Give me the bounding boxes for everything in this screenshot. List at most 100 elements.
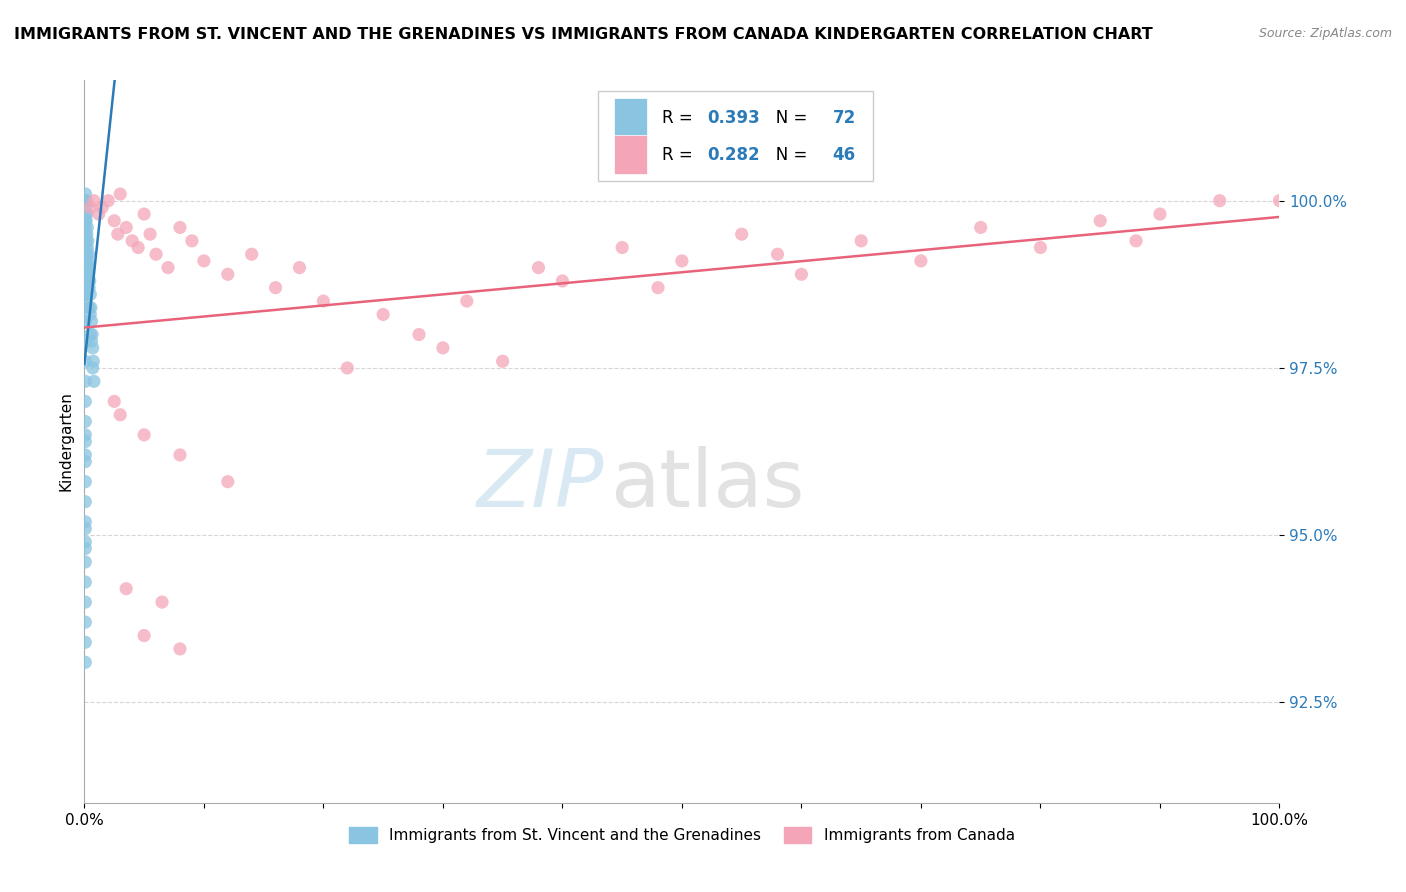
Point xyxy=(79,274,101,288)
Point xyxy=(288,260,311,275)
Point xyxy=(75,574,97,589)
Point xyxy=(492,354,515,368)
Point xyxy=(75,434,97,449)
Point xyxy=(1149,207,1171,221)
Point xyxy=(970,220,993,235)
Point xyxy=(76,207,98,221)
Point xyxy=(456,293,478,308)
Point xyxy=(169,220,191,235)
Point xyxy=(79,200,101,214)
Point xyxy=(145,247,167,261)
Point xyxy=(75,448,97,462)
FancyBboxPatch shape xyxy=(599,91,873,181)
Point xyxy=(75,293,97,308)
Text: atlas: atlas xyxy=(610,446,804,524)
Point xyxy=(76,280,98,294)
Point xyxy=(82,327,104,342)
Point xyxy=(75,541,97,556)
Point xyxy=(132,629,156,643)
Point xyxy=(75,274,97,288)
Point xyxy=(312,293,335,308)
Point xyxy=(107,227,129,241)
Point xyxy=(75,334,97,348)
Point xyxy=(75,314,97,328)
Legend: Immigrants from St. Vincent and the Grenadines, Immigrants from Canada: Immigrants from St. Vincent and the Gren… xyxy=(343,822,1021,849)
Point xyxy=(75,240,97,254)
Text: R =: R = xyxy=(662,109,697,127)
FancyBboxPatch shape xyxy=(614,98,647,138)
Point xyxy=(75,656,97,670)
Point xyxy=(132,207,156,221)
Point xyxy=(75,374,97,388)
Point xyxy=(766,247,789,261)
Point xyxy=(76,220,98,235)
Point xyxy=(75,274,97,288)
Point xyxy=(217,267,239,281)
Point xyxy=(75,494,97,508)
Point xyxy=(432,341,454,355)
Point xyxy=(75,287,97,301)
Point xyxy=(97,194,120,208)
Point xyxy=(115,582,138,596)
Point xyxy=(336,360,359,375)
Point xyxy=(150,595,173,609)
Point xyxy=(139,227,162,241)
Text: IMMIGRANTS FROM ST. VINCENT AND THE GRENADINES VS IMMIGRANTS FROM CANADA KINDERG: IMMIGRANTS FROM ST. VINCENT AND THE GREN… xyxy=(14,27,1153,42)
Point xyxy=(80,301,103,315)
Point xyxy=(75,427,97,442)
Point xyxy=(157,260,180,275)
Point xyxy=(75,194,97,208)
Point xyxy=(264,280,287,294)
Point xyxy=(75,213,97,227)
Point xyxy=(75,227,97,241)
Point xyxy=(169,642,191,657)
Point xyxy=(75,454,97,468)
Point xyxy=(87,207,110,221)
Point xyxy=(75,475,97,489)
Point xyxy=(77,280,100,294)
Point xyxy=(82,354,104,368)
Point xyxy=(80,334,103,348)
Point xyxy=(83,194,105,208)
Point xyxy=(79,308,101,322)
Point xyxy=(76,267,98,281)
Point xyxy=(75,213,97,227)
Point xyxy=(169,448,191,462)
Point xyxy=(1029,240,1052,254)
Point xyxy=(77,274,100,288)
Point xyxy=(75,414,97,428)
Point xyxy=(76,240,98,254)
Point xyxy=(82,341,104,355)
Point xyxy=(75,354,97,368)
FancyBboxPatch shape xyxy=(614,135,647,175)
Point xyxy=(75,394,97,409)
Text: 72: 72 xyxy=(832,109,856,127)
Point xyxy=(110,408,132,422)
Text: R =: R = xyxy=(662,145,697,163)
Text: N =: N = xyxy=(759,145,813,163)
Point xyxy=(75,515,97,529)
Point xyxy=(76,247,98,261)
Point xyxy=(527,260,550,275)
Point xyxy=(75,253,97,268)
Point xyxy=(1090,213,1112,227)
Point xyxy=(1125,234,1147,248)
Point xyxy=(77,260,100,275)
Point xyxy=(731,227,754,241)
Point xyxy=(75,260,97,275)
Point xyxy=(240,247,263,261)
Point xyxy=(75,194,97,208)
Point xyxy=(79,287,101,301)
Point xyxy=(790,267,813,281)
Point xyxy=(193,253,215,268)
Point xyxy=(75,220,97,235)
Point xyxy=(75,555,97,569)
Text: Source: ZipAtlas.com: Source: ZipAtlas.com xyxy=(1258,27,1392,40)
Point xyxy=(612,240,634,254)
Point xyxy=(75,534,97,549)
Point xyxy=(217,475,239,489)
Point xyxy=(76,287,98,301)
Point xyxy=(77,301,100,315)
Point xyxy=(551,274,574,288)
Point xyxy=(115,220,138,235)
